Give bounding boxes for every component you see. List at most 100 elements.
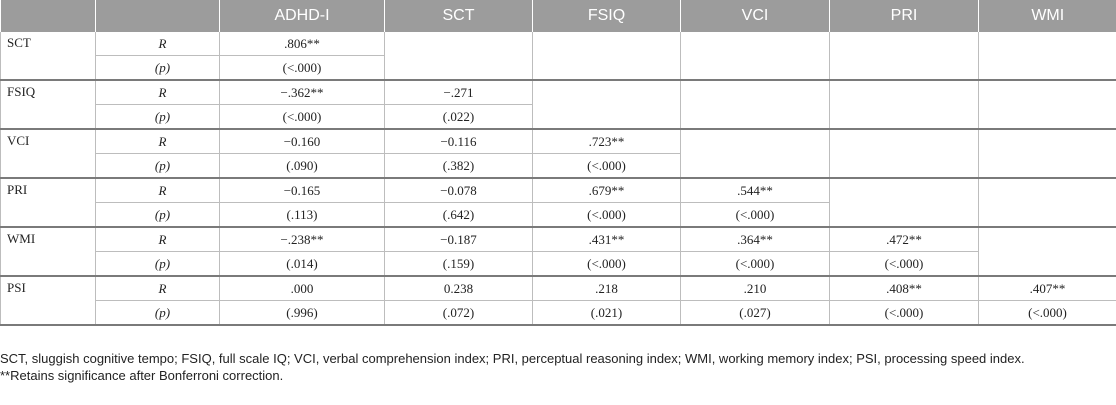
empty-cell xyxy=(532,32,681,81)
p-value-cell: (.382) xyxy=(384,153,533,179)
r-value-cell: .723** xyxy=(532,129,681,154)
table-row-fsiq-r: FSIQ R −.362** −.271 xyxy=(0,80,1116,130)
r-value-cell: −0.116 xyxy=(384,129,533,154)
row-label-wmi: WMI xyxy=(0,227,96,277)
p-value-cell: (.014) xyxy=(219,251,385,277)
stat-label-p: (p) xyxy=(95,55,220,81)
table-row-wmi-r: WMI R −.238** −0.187.431** .364** .472** xyxy=(0,227,1116,277)
empty-cell xyxy=(829,80,979,130)
header-row: ADHD-I SCT FSIQ VCI PRI WMI xyxy=(0,0,1116,32)
table-body: SCT R .806** (p) (<.000) FSIQ R −.362** −.271 (p)… xyxy=(0,32,1116,326)
r-value-cell: −.271 xyxy=(384,80,533,105)
table-row-pri-r: PRI R −0.165 −0.078.679** .544** xyxy=(0,178,1116,228)
stat-label-r: R xyxy=(95,32,220,56)
r-value-cell: .472** xyxy=(829,227,979,252)
p-value-cell: (.090) xyxy=(219,153,385,179)
empty-cell xyxy=(978,178,1116,228)
r-value-cell: −0.165 xyxy=(219,178,385,203)
p-value-cell: (<.000) xyxy=(680,202,830,228)
header-cell-wmi: WMI xyxy=(978,0,1116,32)
row-label-pri: PRI xyxy=(0,178,96,228)
r-value-cell: .806** xyxy=(219,32,385,56)
p-value-cell: (.996) xyxy=(219,300,385,326)
stat-label-r: R xyxy=(95,80,220,105)
stat-label-r: R xyxy=(95,227,220,252)
table-row-wmi-p: (p) (.014) (.159) (<.000) (<.000) (<.000) xyxy=(1,251,1116,277)
r-value-cell: −0.187 xyxy=(384,227,533,252)
p-value-cell: (.159) xyxy=(384,251,533,277)
table-row-vci-r: VCI R −0.160 −0.116.723** xyxy=(0,129,1116,179)
p-value-cell: (.022) xyxy=(384,104,533,130)
empty-cell xyxy=(829,129,979,179)
r-value-cell: −.238** xyxy=(219,227,385,252)
p-value-cell: (<.000) xyxy=(532,202,681,228)
p-value-cell: (<.000) xyxy=(829,300,979,326)
p-value-cell: (<.000) xyxy=(532,251,681,277)
p-value-cell: (<.000) xyxy=(219,55,385,81)
empty-cell xyxy=(680,32,830,81)
table-row-vci-p: (p) (.090) (.382) (<.000) xyxy=(1,153,1116,179)
r-value-cell: .431** xyxy=(532,227,681,252)
stat-label-p: (p) xyxy=(95,300,220,326)
r-value-cell: −0.160 xyxy=(219,129,385,154)
row-label-vci: VCI xyxy=(0,129,96,179)
stat-label-p: (p) xyxy=(95,251,220,277)
empty-cell xyxy=(978,32,1116,81)
table-row-sct-p: (p) (<.000) xyxy=(1,55,1116,81)
table-row-pri-p: (p) (.113) (.642) (<.000) (<.000) xyxy=(1,202,1116,228)
correlation-table: ADHD-I SCT FSIQ VCI PRI WMI SCT R .806** (p… xyxy=(0,0,1116,326)
empty-cell xyxy=(829,32,979,81)
p-value-cell: (<.000) xyxy=(219,104,385,130)
empty-cell xyxy=(978,80,1116,130)
r-value-cell: .210 xyxy=(680,276,830,301)
r-value-cell: .000 xyxy=(219,276,385,301)
p-value-cell: (<.000) xyxy=(978,300,1116,326)
p-value-cell: (.027) xyxy=(680,300,830,326)
p-value-cell: (<.000) xyxy=(829,251,979,277)
r-value-cell: .218 xyxy=(532,276,681,301)
p-value-cell: (<.000) xyxy=(532,153,681,179)
r-value-cell: −.362** xyxy=(219,80,385,105)
empty-cell xyxy=(532,80,681,130)
r-value-cell: .679** xyxy=(532,178,681,203)
header-cell-vci: VCI xyxy=(680,0,830,32)
r-value-cell: .364** xyxy=(680,227,830,252)
empty-cell xyxy=(978,227,1116,277)
p-value-cell: (.642) xyxy=(384,202,533,228)
stat-label-p: (p) xyxy=(95,153,220,179)
p-value-cell: (.113) xyxy=(219,202,385,228)
stat-label-p: (p) xyxy=(95,202,220,228)
p-value-cell: (.021) xyxy=(532,300,681,326)
header-cell-stat xyxy=(95,0,220,32)
r-value-cell: −0.078 xyxy=(384,178,533,203)
table-row-sct-r: SCT R .806** xyxy=(0,32,1116,81)
stat-label-r: R xyxy=(95,276,220,301)
r-value-cell: .544** xyxy=(680,178,830,203)
stat-label-p: (p) xyxy=(95,104,220,130)
table-row-psi-r: PSI R .000 0.238.218.210.408** .407** xyxy=(0,276,1116,326)
row-label-psi: PSI xyxy=(0,276,96,326)
header-cell-pri: PRI xyxy=(829,0,979,32)
stat-label-r: R xyxy=(95,129,220,154)
r-value-cell: .408** xyxy=(829,276,979,301)
empty-cell xyxy=(680,80,830,130)
header-cell-adhd-i: ADHD-I xyxy=(219,0,385,32)
empty-cell xyxy=(978,129,1116,179)
table-row-psi-p: (p) (.996) (.072) (.021) (.027) (<.000) (<.000… xyxy=(1,300,1116,326)
empty-cell xyxy=(829,178,979,228)
header-cell-sct: SCT xyxy=(384,0,533,32)
header-cell-fsiq: FSIQ xyxy=(532,0,681,32)
table-footnotes: SCT, sluggish cognitive tempo; FSIQ, ful… xyxy=(0,350,1112,384)
empty-cell xyxy=(384,32,533,81)
r-value-cell: .407** xyxy=(978,276,1116,301)
significance-note: **Retains significance after Bonferroni … xyxy=(0,368,284,383)
abbreviations-note: SCT, sluggish cognitive tempo; FSIQ, ful… xyxy=(0,351,1025,366)
empty-cell xyxy=(680,129,830,179)
row-label-sct: SCT xyxy=(0,32,96,81)
header-cell-rowlabel xyxy=(0,0,96,32)
p-value-cell: (<.000) xyxy=(680,251,830,277)
row-label-fsiq: FSIQ xyxy=(0,80,96,130)
stat-label-r: R xyxy=(95,178,220,203)
p-value-cell: (.072) xyxy=(384,300,533,326)
table-row-fsiq-p: (p) (<.000) (.022) xyxy=(1,104,1116,130)
